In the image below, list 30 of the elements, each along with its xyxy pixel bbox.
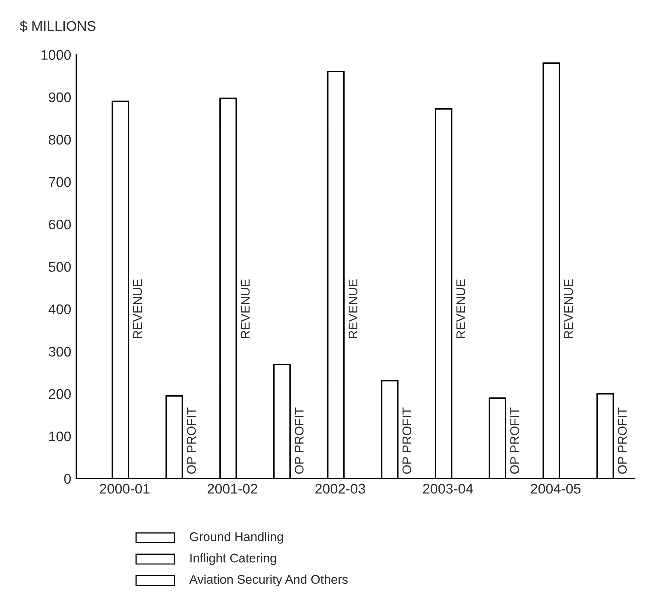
- y-tick-label: 700: [49, 177, 72, 188]
- y-tick-label: 500: [49, 262, 72, 272]
- text: REVENUE: [456, 280, 466, 338]
- text: OP PROFIT: [510, 408, 520, 474]
- y-tick-label: 800: [49, 135, 72, 145]
- y-tick-label: 1000: [42, 50, 72, 60]
- y-tick-label: 300: [48, 347, 72, 357]
- text: REVENUE: [133, 280, 142, 338]
- text: REVENUE: [348, 280, 358, 338]
- text: REVENUE: [564, 280, 574, 338]
- x-tick-label: 2004-05: [531, 484, 581, 494]
- text: OP PROFIT: [618, 408, 628, 474]
- text: Ground Handling: [190, 532, 284, 544]
- y-tick-label: 400: [48, 304, 72, 314]
- text: OP PROFIT: [402, 408, 412, 474]
- y-tick-label: 600: [49, 220, 72, 230]
- text: Aviation Security And Others: [190, 574, 348, 587]
- y-tick-label: 100: [50, 432, 72, 442]
- y-tick-label: 0: [64, 474, 72, 484]
- y-tick-label: 900: [49, 92, 72, 102]
- text: OP PROFIT: [294, 408, 304, 474]
- y-axis-title: $ MILLIONS: [20, 20, 96, 32]
- text: Inflight Catering: [190, 554, 276, 566]
- y-tick-label: 200: [49, 389, 72, 400]
- x-tick-label: 2003-04: [423, 484, 474, 494]
- x-tick-label: 2001-02: [208, 484, 258, 494]
- text: REVENUE: [241, 280, 250, 338]
- text: OP PROFIT: [187, 408, 196, 474]
- x-tick-label: 2002-03: [316, 484, 366, 494]
- x-tick-label: 2000-01: [100, 484, 150, 494]
